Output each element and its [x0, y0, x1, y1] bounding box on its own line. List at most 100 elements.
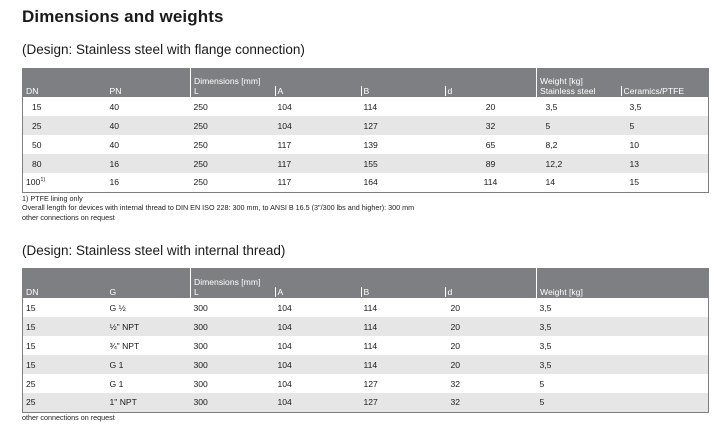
cell-pn: 40 — [109, 139, 120, 150]
table2-caption: (Design: Stainless steel with internal t… — [22, 243, 286, 258]
header-d: d — [444, 268, 537, 298]
table-row: 15 40 250 104 114 20 3,5 3,5 — [22, 97, 709, 116]
cell-g: G ½ — [109, 302, 126, 313]
cell-weight-ceramics: 15 — [629, 177, 640, 188]
cell-weight-ceramics: 10 — [629, 139, 640, 150]
cell-dn: 15 — [26, 321, 36, 332]
cell-l: 250 — [193, 177, 208, 188]
table2-footnote: other connections on request — [22, 413, 115, 422]
cell-weight-stainless: 14 — [545, 177, 556, 188]
cell-l: 300 — [193, 378, 208, 389]
table-row: 25 40 250 104 127 32 5 5 — [22, 116, 709, 135]
cell-b: 155 — [363, 158, 378, 169]
header-a: A — [274, 268, 361, 298]
cell-dn: 25 — [32, 120, 42, 131]
cell-weight-stainless: 8,2 — [545, 139, 558, 150]
cell-weight-ceramics: 3,5 — [629, 101, 642, 112]
cell-dn: 80 — [32, 158, 42, 169]
table-row: 15 ¾" NPT 300 104 114 20 3,5 — [22, 336, 709, 355]
cell-weight: 5 — [539, 397, 545, 408]
cell-d: 114 — [483, 177, 498, 188]
table-header-row: DN PN Dimensions [mm] L A B d Weight [kg… — [22, 68, 709, 97]
flange-connection-table: DN PN Dimensions [mm] L A B d Weight [kg… — [22, 68, 709, 193]
cell-b: 114 — [363, 321, 378, 332]
cell-a: 104 — [277, 101, 292, 112]
cell-b: 127 — [363, 397, 378, 408]
table-row: 15 G ½ 300 104 114 20 3,5 — [22, 298, 709, 317]
cell-dn: 15 — [32, 101, 42, 112]
header-a: A — [274, 68, 361, 97]
cell-a: 104 — [277, 397, 292, 408]
header-weight-group: Weight [kg] — [540, 76, 583, 86]
cell-weight: 5 — [539, 378, 545, 389]
cell-dn: 15 — [26, 359, 36, 370]
cell-weight: 3,5 — [539, 302, 552, 313]
cell-d: 20 — [450, 340, 461, 351]
cell-b: 164 — [363, 177, 378, 188]
cell-d: 20 — [485, 101, 496, 112]
cell-l: 300 — [193, 340, 208, 351]
cell-d: 65 — [485, 139, 496, 150]
cell-g: G 1 — [109, 359, 124, 370]
cell-dn: 25 — [26, 397, 36, 408]
cell-d: 32 — [485, 120, 496, 131]
cell-d: 20 — [450, 302, 461, 313]
cell-d: 89 — [485, 158, 496, 169]
cell-d: 20 — [450, 321, 461, 332]
header-dimensions-group: Dimensions [mm] — [194, 277, 261, 287]
cell-l: 250 — [193, 101, 208, 112]
cell-a: 117 — [277, 158, 292, 169]
cell-l: 300 — [193, 359, 208, 370]
footnote: other connections on request — [22, 212, 115, 222]
cell-d: 20 — [450, 359, 461, 370]
cell-g: ½" NPT — [109, 321, 140, 332]
cell-a: 104 — [277, 321, 292, 332]
cell-weight-stainless: 3,5 — [545, 101, 558, 112]
header-dn: DN — [26, 287, 39, 297]
header-weight-ceramics: Ceramics/PTFE — [620, 68, 709, 97]
header-l: Dimensions [mm] L — [190, 68, 275, 97]
table1-caption: (Design: Stainless steel with flange con… — [22, 42, 305, 57]
cell-weight: 3,5 — [539, 359, 552, 370]
cell-l: 300 — [193, 397, 208, 408]
cell-d: 32 — [450, 397, 461, 408]
cell-a: 104 — [277, 359, 292, 370]
table-row: 25 G 1 300 104 127 32 5 — [22, 374, 709, 393]
internal-thread-table: DN G Dimensions [mm] L A B d Weight [kg]… — [22, 268, 709, 413]
cell-dn: 50 — [32, 139, 42, 150]
cell-a: 104 — [277, 302, 292, 313]
table-row: 50 40 250 117 139 65 8,2 10 — [22, 135, 709, 154]
cell-weight: 3,5 — [539, 321, 552, 332]
cell-pn: 16 — [109, 158, 120, 169]
cell-pn: 40 — [109, 120, 120, 131]
table-row: 1001) 16 250 117 164 114 14 15 — [22, 173, 709, 192]
cell-weight-stainless: 5 — [545, 120, 551, 131]
footnote: Overall length for devices with internal… — [22, 203, 415, 213]
cell-b: 127 — [363, 120, 378, 131]
cell-l: 250 — [193, 120, 208, 131]
header-weight: Weight [kg] — [536, 268, 709, 298]
header-d: d — [444, 68, 537, 97]
cell-l: 250 — [193, 158, 208, 169]
cell-dn: 15 — [26, 302, 36, 313]
cell-a: 104 — [277, 340, 292, 351]
cell-weight-stainless: 12,2 — [545, 158, 563, 169]
cell-l: 250 — [193, 139, 208, 150]
cell-weight-ceramics: 5 — [629, 120, 635, 131]
cell-weight: 3,5 — [539, 340, 552, 351]
cell-d: 32 — [450, 378, 461, 389]
table-header-row: DN G Dimensions [mm] L A B d Weight [kg] — [22, 268, 709, 298]
cell-b: 114 — [363, 101, 378, 112]
cell-b: 127 — [363, 378, 378, 389]
cell-pn: 40 — [109, 101, 120, 112]
table1-footnotes: 1) PTFE lining only Overall length for d… — [22, 194, 414, 222]
cell-g: G 1 — [109, 378, 124, 389]
cell-dn: 25 — [26, 378, 36, 389]
cell-b: 114 — [363, 340, 378, 351]
cell-g: 1" NPT — [109, 397, 137, 408]
cell-dn: 15 — [26, 340, 36, 351]
cell-a: 104 — [277, 120, 292, 131]
cell-a: 104 — [277, 378, 292, 389]
header-g: G — [109, 287, 117, 297]
cell-b: 114 — [363, 359, 378, 370]
